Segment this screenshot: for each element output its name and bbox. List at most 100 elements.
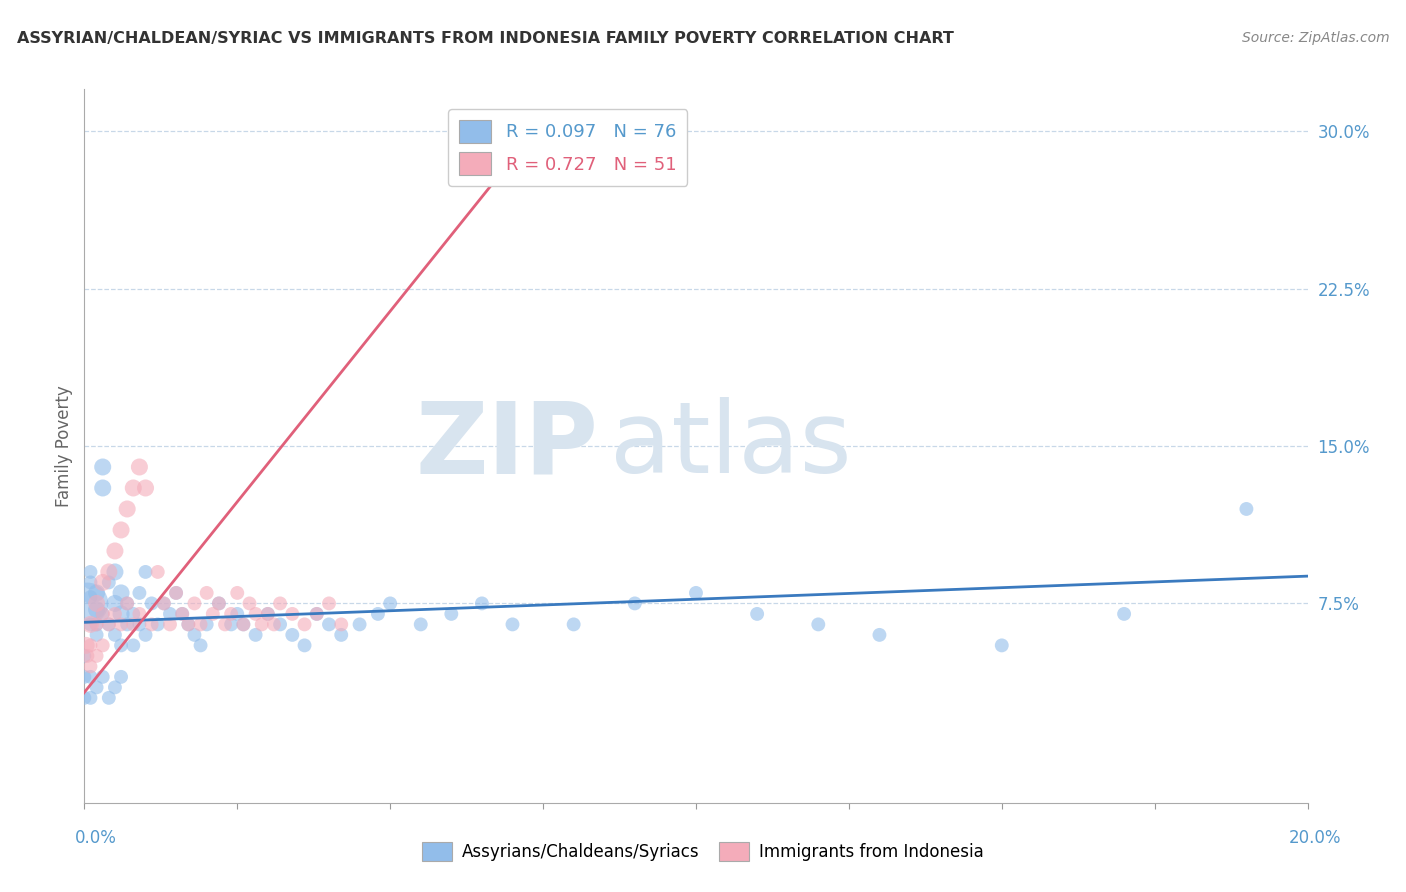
Point xyxy=(1114,607,1136,621)
Point xyxy=(104,681,127,695)
Legend: Assyrians/Chaldeans/Syriacs, Immigrants from Indonesia: Assyrians/Chaldeans/Syriacs, Immigrants … xyxy=(415,835,991,868)
Point xyxy=(110,670,132,684)
Y-axis label: Family Poverty: Family Poverty xyxy=(55,385,73,507)
Point xyxy=(115,617,138,632)
Point xyxy=(76,596,98,610)
Text: ASSYRIAN/CHALDEAN/SYRIAC VS IMMIGRANTS FROM INDONESIA FAMILY POVERTY CORRELATION: ASSYRIAN/CHALDEAN/SYRIAC VS IMMIGRANTS F… xyxy=(17,31,953,46)
Point xyxy=(79,639,101,653)
Point xyxy=(141,617,163,632)
Point xyxy=(349,617,371,632)
Point xyxy=(624,596,647,610)
Point xyxy=(97,565,120,579)
Point xyxy=(269,596,291,610)
Point xyxy=(409,617,432,632)
Point xyxy=(232,617,254,632)
Point xyxy=(97,617,120,632)
Point xyxy=(177,617,200,632)
Point xyxy=(122,481,145,495)
Point xyxy=(177,617,200,632)
Point xyxy=(91,575,114,590)
Point xyxy=(86,586,108,600)
Point xyxy=(159,617,181,632)
Point xyxy=(214,617,236,632)
Point xyxy=(232,617,254,632)
Point xyxy=(86,596,108,610)
Point xyxy=(183,596,205,610)
Point xyxy=(97,617,120,632)
Point xyxy=(172,607,194,621)
Point xyxy=(146,565,169,579)
Point xyxy=(305,607,328,621)
Point xyxy=(146,617,169,632)
Point xyxy=(502,617,524,632)
Point xyxy=(172,607,194,621)
Point xyxy=(281,628,304,642)
Point xyxy=(195,617,218,632)
Point xyxy=(91,607,114,621)
Point xyxy=(281,607,304,621)
Point xyxy=(219,617,242,632)
Text: 20.0%: 20.0% xyxy=(1288,829,1341,847)
Point xyxy=(294,617,316,632)
Point xyxy=(226,586,249,600)
Point xyxy=(183,628,205,642)
Point xyxy=(110,617,132,632)
Point xyxy=(110,586,132,600)
Point xyxy=(165,586,187,600)
Point xyxy=(141,596,163,610)
Point xyxy=(269,617,291,632)
Point xyxy=(226,607,249,621)
Point xyxy=(79,575,101,590)
Text: atlas: atlas xyxy=(610,398,852,494)
Point xyxy=(294,639,316,653)
Point xyxy=(86,617,108,632)
Point xyxy=(159,607,181,621)
Point xyxy=(380,596,402,610)
Point xyxy=(115,596,138,610)
Point xyxy=(257,607,280,621)
Point xyxy=(330,617,353,632)
Point xyxy=(86,617,108,632)
Point xyxy=(562,617,585,632)
Point xyxy=(153,596,176,610)
Point xyxy=(86,628,108,642)
Point xyxy=(128,586,150,600)
Point xyxy=(330,628,353,642)
Point xyxy=(104,628,127,642)
Point xyxy=(190,639,212,653)
Text: ZIP: ZIP xyxy=(415,398,598,494)
Point xyxy=(991,639,1014,653)
Point xyxy=(104,544,127,558)
Point xyxy=(73,690,96,705)
Point xyxy=(440,607,463,621)
Point xyxy=(135,628,157,642)
Point xyxy=(110,523,132,537)
Point xyxy=(122,617,145,632)
Point xyxy=(79,617,101,632)
Point xyxy=(104,596,127,610)
Point xyxy=(79,690,101,705)
Point xyxy=(79,590,101,604)
Point xyxy=(190,617,212,632)
Point xyxy=(104,565,127,579)
Point xyxy=(86,681,108,695)
Point xyxy=(86,603,108,617)
Point xyxy=(91,670,114,684)
Point xyxy=(104,607,127,621)
Point xyxy=(208,596,231,610)
Point xyxy=(91,460,114,475)
Point xyxy=(305,607,328,621)
Point xyxy=(869,628,891,642)
Text: Source: ZipAtlas.com: Source: ZipAtlas.com xyxy=(1241,31,1389,45)
Point xyxy=(165,586,187,600)
Point xyxy=(238,596,260,610)
Point xyxy=(128,460,150,475)
Point xyxy=(747,607,769,621)
Point xyxy=(263,617,285,632)
Point xyxy=(110,607,132,621)
Point xyxy=(79,617,101,632)
Point xyxy=(75,639,97,653)
Point xyxy=(79,659,101,673)
Point xyxy=(245,628,267,642)
Point xyxy=(110,639,132,653)
